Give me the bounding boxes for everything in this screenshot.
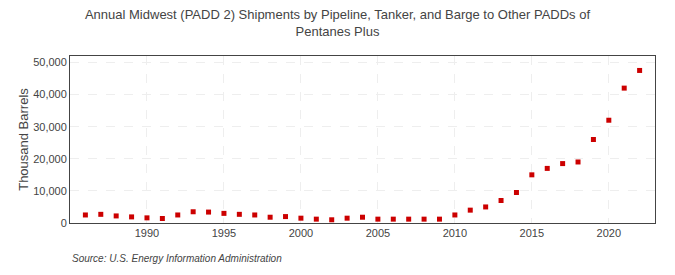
svg-text:2020: 2020 [597, 227, 621, 239]
svg-text:1990: 1990 [135, 227, 159, 239]
svg-text:Annual Midwest (PADD 2) Shipme: Annual Midwest (PADD 2) Shipments by Pip… [85, 7, 590, 39]
svg-text:50,000: 50,000 [33, 56, 67, 68]
svg-text:2010: 2010 [443, 227, 467, 239]
svg-text:Thousand Barrels: Thousand Barrels [16, 88, 31, 191]
svg-text:40,000: 40,000 [33, 88, 67, 100]
svg-text:2015: 2015 [520, 227, 544, 239]
svg-text:30,000: 30,000 [33, 121, 67, 133]
svg-text:2005: 2005 [366, 227, 390, 239]
svg-text:2000: 2000 [289, 227, 313, 239]
svg-text:1995: 1995 [212, 227, 236, 239]
svg-text:10,000: 10,000 [33, 185, 67, 197]
svg-text:0: 0 [61, 217, 67, 229]
svg-text:20,000: 20,000 [33, 153, 67, 165]
svg-text:Source: U.S. Energy Informatio: Source: U.S. Energy Information Administ… [72, 253, 282, 264]
